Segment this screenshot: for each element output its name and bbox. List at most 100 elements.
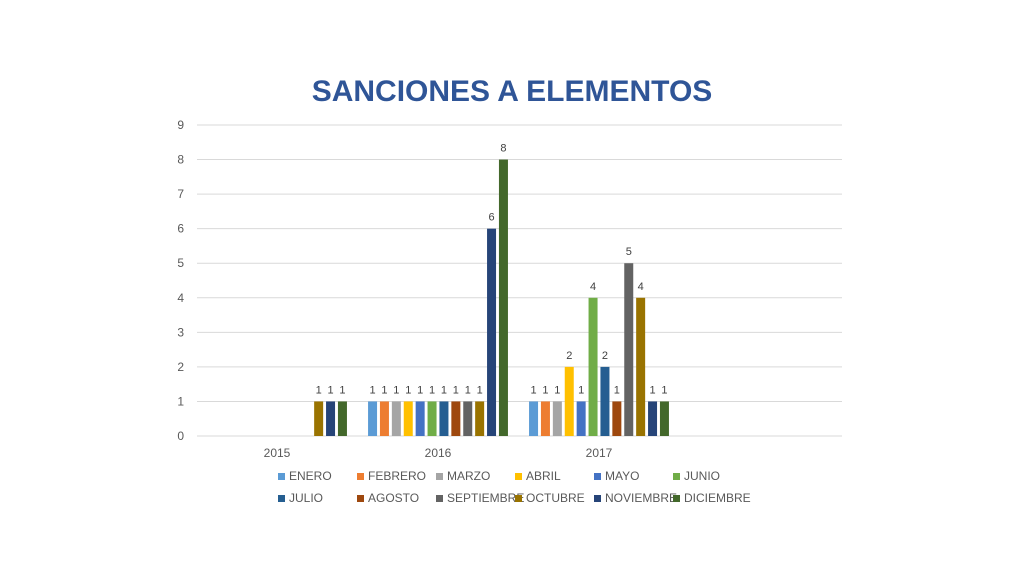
data-label: 1 — [369, 384, 375, 396]
legend-label: AGOSTO — [368, 491, 419, 505]
y-tick-label: 8 — [177, 153, 184, 167]
data-label: 1 — [381, 384, 387, 396]
legend-item-octubre: OCTUBRE — [515, 491, 585, 505]
y-tick-label: 4 — [177, 291, 184, 305]
legend-label: FEBRERO — [368, 469, 426, 483]
legend-swatch — [515, 473, 522, 480]
bar-diciembre-2015 — [337, 401, 347, 436]
legend-label: JUNIO — [684, 469, 720, 483]
data-label: 1 — [339, 384, 345, 396]
bar-febrero-2017 — [540, 401, 550, 436]
chart-title: SANCIONES A ELEMENTOS — [312, 75, 713, 108]
data-label: 4 — [590, 281, 596, 293]
data-label: 1 — [327, 384, 333, 396]
legend: ENERO FEBRERO MARZO ABRIL MAYO JUNIO JULIO AGOS… — [278, 469, 751, 505]
data-label: 1 — [429, 384, 435, 396]
legend-item-junio: JUNIO — [673, 469, 720, 483]
legend-swatch — [673, 495, 680, 502]
legend-label: NOVIEMBRE — [605, 491, 677, 505]
data-label: 2 — [566, 350, 572, 362]
y-tick-label: 2 — [177, 360, 184, 374]
legend-swatch — [436, 495, 443, 502]
bar-abril-2017 — [564, 366, 574, 436]
legend-swatch — [357, 473, 364, 480]
bar-noviembre-2016 — [487, 228, 497, 436]
bar-agosto-2017 — [612, 401, 622, 436]
legend-swatch — [278, 495, 285, 502]
data-label: 1 — [649, 384, 655, 396]
gridlines — [197, 124, 842, 437]
bars — [314, 159, 669, 437]
data-label: 1 — [465, 384, 471, 396]
data-label: 1 — [417, 384, 423, 396]
y-tick-label: 5 — [177, 256, 184, 270]
x-category-label: 2015 — [264, 446, 291, 460]
legend-item-abril: ABRIL — [515, 469, 561, 483]
data-label: 1 — [405, 384, 411, 396]
bar-diciembre-2016 — [498, 159, 508, 437]
legend-swatch — [357, 495, 364, 502]
legend-swatch — [594, 473, 601, 480]
bar-noviembre-2015 — [326, 401, 336, 436]
bar-octubre-2015 — [314, 401, 324, 436]
y-axis-ticks: 0 1 2 3 4 5 6 7 8 9 — [177, 118, 184, 443]
legend-item-mayo: MAYO — [594, 469, 639, 483]
data-label: 1 — [542, 384, 548, 396]
data-label: 1 — [441, 384, 447, 396]
legend-label: ENERO — [289, 469, 332, 483]
data-label: 1 — [554, 384, 560, 396]
data-label: 1 — [530, 384, 536, 396]
bar-abril-2016 — [403, 401, 413, 436]
bar-octubre-2017 — [636, 297, 646, 436]
data-label: 2 — [602, 350, 608, 362]
bar-octubre-2016 — [475, 401, 485, 436]
data-label: 8 — [500, 143, 506, 155]
legend-label: JULIO — [289, 491, 323, 505]
y-tick-label: 6 — [177, 222, 184, 236]
legend-swatch — [673, 473, 680, 480]
legend-label: OCTUBRE — [526, 491, 585, 505]
data-label: 1 — [614, 384, 620, 396]
data-label: 1 — [578, 384, 584, 396]
bar-enero-2016 — [368, 401, 378, 436]
y-tick-label: 3 — [177, 325, 184, 339]
bar-junio-2016 — [427, 401, 437, 436]
legend-swatch — [278, 473, 285, 480]
legend-item-febrero: FEBRERO — [357, 469, 426, 483]
data-label: 1 — [453, 384, 459, 396]
y-tick-label: 9 — [177, 118, 184, 132]
bar-marzo-2017 — [552, 401, 562, 436]
legend-label: MAYO — [605, 469, 639, 483]
bar-febrero-2016 — [379, 401, 389, 436]
data-label: 4 — [638, 281, 644, 293]
legend-item-agosto: AGOSTO — [357, 491, 419, 505]
bar-julio-2017 — [600, 366, 610, 436]
bar-septiembre-2017 — [624, 263, 634, 436]
legend-label: DICIEMBRE — [684, 491, 751, 505]
bar-junio-2017 — [588, 297, 598, 436]
legend-swatch — [515, 495, 522, 502]
legend-label: ABRIL — [526, 469, 561, 483]
legend-swatch — [436, 473, 443, 480]
legend-item-diciembre: DICIEMBRE — [673, 491, 751, 505]
bar-mayo-2016 — [415, 401, 425, 436]
y-tick-label: 0 — [177, 429, 184, 443]
data-label: 1 — [393, 384, 399, 396]
legend-item-marzo: MARZO — [436, 469, 490, 483]
y-tick-label: 7 — [177, 187, 184, 201]
data-label: 1 — [316, 384, 322, 396]
data-label: 1 — [661, 384, 667, 396]
bar-julio-2016 — [439, 401, 449, 436]
bar-agosto-2016 — [451, 401, 461, 436]
y-tick-label: 1 — [177, 394, 184, 408]
bar-noviembre-2017 — [648, 401, 658, 436]
x-axis-categories: 2015 2016 2017 — [264, 446, 613, 460]
legend-item-septiembre: SEPTIEMBRE — [436, 491, 524, 505]
legend-item-enero: ENERO — [278, 469, 332, 483]
legend-label: MARZO — [447, 469, 490, 483]
bar-diciembre-2017 — [659, 401, 669, 436]
bar-marzo-2016 — [391, 401, 401, 436]
bar-enero-2017 — [529, 401, 539, 436]
